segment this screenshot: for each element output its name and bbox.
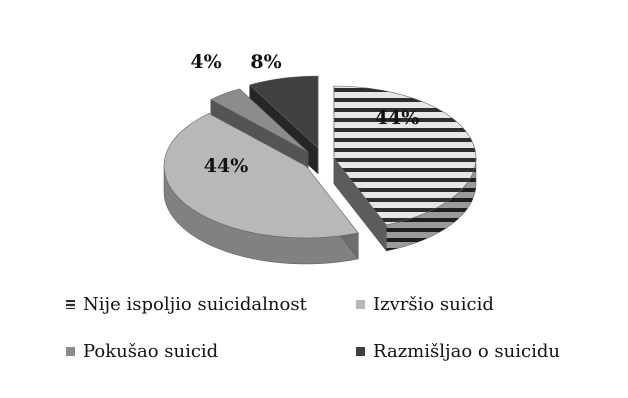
data-label-1: 44%	[375, 107, 420, 129]
data-labels: 44% 44% 4% 8%	[190, 51, 419, 177]
data-label-3: 4%	[190, 51, 221, 73]
data-label-2: 44%	[204, 155, 249, 177]
pie-slice-izvrsio-suicid	[163, 113, 359, 265]
chart-frame: 44% 44% 4% 8%	[8, 8, 628, 398]
pie-slice-nije-ispoljio-suicidalnost	[333, 85, 477, 252]
pie-chart: 44% 44% 4% 8%	[163, 51, 477, 265]
data-label-4: 8%	[250, 51, 281, 73]
pie-slices	[163, 75, 477, 265]
